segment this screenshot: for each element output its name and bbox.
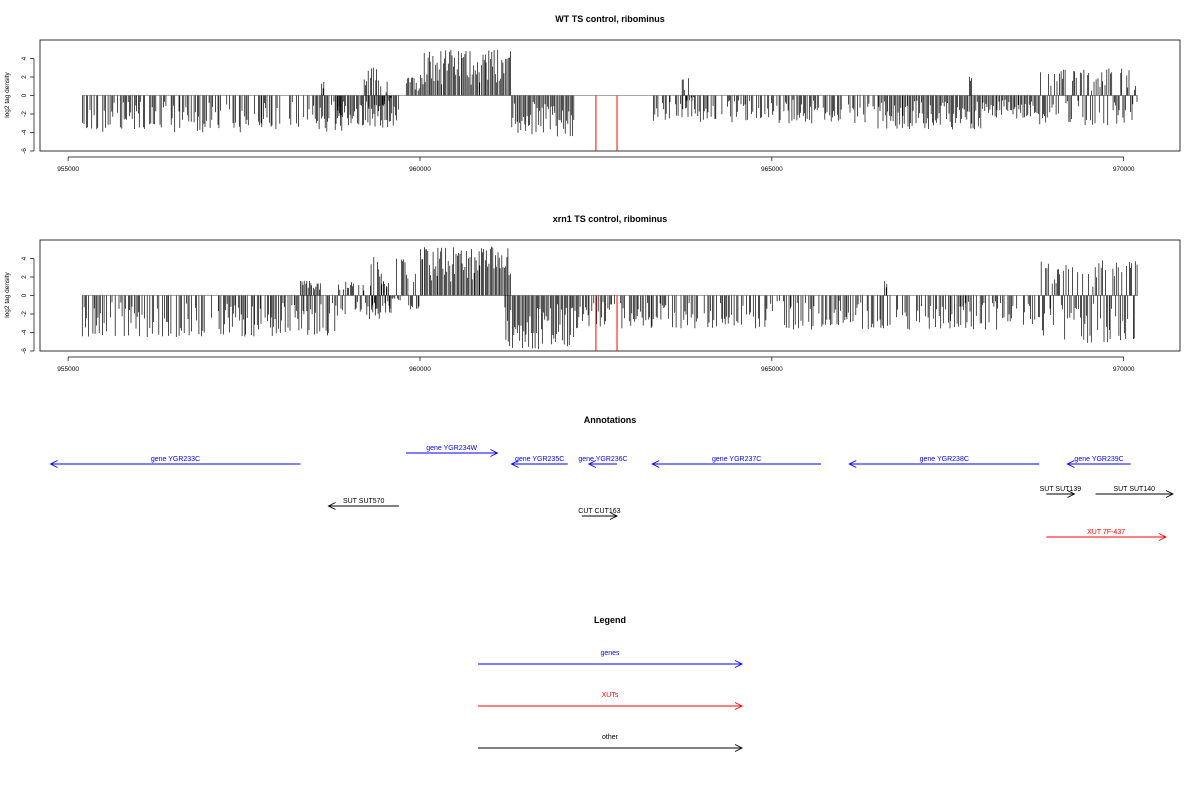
other-feature-label: SUT SUT139 <box>1040 486 1082 493</box>
gene-arrow <box>405 449 499 457</box>
y-tick-label: 0 <box>21 293 28 297</box>
x-tick-label: 965000 <box>761 166 783 173</box>
xrn1-panel: xrn1 TS control, ribominus log2 tag dens… <box>4 214 1181 373</box>
legend-items: genes XUTs other <box>478 650 744 752</box>
y-tick-label: 4 <box>21 56 28 60</box>
x-tick-label: 955000 <box>57 366 79 373</box>
x-tick-label: 960000 <box>409 366 431 373</box>
gene-arrow <box>848 460 1040 468</box>
y-tick-label: -4 <box>21 129 28 135</box>
wt-panel-ylabel: log2 tag density <box>4 71 11 117</box>
gene-label: gene YGR235C <box>515 456 564 463</box>
legend-xut-label: XUTs <box>602 692 619 699</box>
wt-axes: -6 -4 -2 0 2 4 955000 960000 965000 970000 <box>21 56 1135 173</box>
other-feature-arrow <box>581 512 619 520</box>
x-tick-label: 960000 <box>409 166 431 173</box>
x-tick-label: 955000 <box>57 166 79 173</box>
x-tick-label: 965000 <box>761 366 783 373</box>
xrn1-panel-ylabel: log2 tag density <box>4 271 11 317</box>
wt-panel-frame <box>39 39 1181 152</box>
gene-label: gene YGR237C <box>712 456 761 463</box>
xrn1-panel-frame <box>39 239 1181 352</box>
gene-label: gene YGR239C <box>1074 456 1123 463</box>
wt-bars <box>82 49 1138 151</box>
wt-panel-title: WT TS control, ribominus <box>555 14 665 24</box>
gene-arrow <box>49 460 301 468</box>
legend-xut-arrow <box>478 702 744 710</box>
y-tick-label: 2 <box>21 275 28 279</box>
other-feature-arrow <box>1046 490 1076 498</box>
legend-gene-arrow <box>478 660 744 668</box>
x-tick-label: 970000 <box>1113 166 1135 173</box>
y-tick-label: -2 <box>21 311 28 317</box>
xrn1-panel-title: xrn1 TS control, ribominus <box>553 214 668 224</box>
xut-label: XUT 7F-437 <box>1087 529 1125 536</box>
xrn1-bars <box>81 246 1138 351</box>
wt-panel: WT TS control, ribominus log2 tag densit… <box>4 14 1181 173</box>
x-tick-label: 970000 <box>1113 366 1135 373</box>
y-tick-label: -2 <box>21 111 28 117</box>
xut-arrow <box>1046 533 1167 541</box>
legend-other-label: other <box>602 734 619 741</box>
legend-other-arrow <box>478 744 744 752</box>
xrn1-axes: -6 -4 -2 0 2 4 955000 960000 965000 970000 <box>21 256 1135 373</box>
gene-label: gene YGR233C <box>151 456 200 463</box>
other-feature-label: CUT CUT163 <box>578 508 620 515</box>
y-tick-label: -4 <box>21 329 28 335</box>
annotations-title: Annotations <box>584 415 637 425</box>
y-tick-label: 0 <box>21 93 28 97</box>
y-tick-label: 2 <box>21 75 28 79</box>
other-feature-label: SUT SUT140 <box>1114 486 1156 493</box>
gene-arrow <box>510 460 568 468</box>
gene-label: gene YGR236C <box>578 456 627 463</box>
legend: Legend genes XUTs other <box>478 615 744 752</box>
gene-arrow <box>587 460 618 468</box>
legend-gene-label: genes <box>600 650 620 657</box>
gene-label: gene YGR238C <box>920 456 969 463</box>
annotation-features: gene YGR233C gene YGR234W gene YGR235C gene… <box>49 445 1174 541</box>
y-tick-label: -6 <box>21 348 28 354</box>
gene-label: gene YGR234W <box>426 445 477 452</box>
other-feature-arrow <box>327 502 399 510</box>
legend-title: Legend <box>594 615 626 625</box>
y-tick-label: 4 <box>21 256 28 260</box>
y-tick-label: -6 <box>21 148 28 154</box>
gene-arrow <box>1066 460 1131 468</box>
gene-arrow <box>651 460 822 468</box>
other-feature-arrow <box>1095 490 1174 498</box>
other-feature-label: SUT SUT570 <box>343 498 385 505</box>
